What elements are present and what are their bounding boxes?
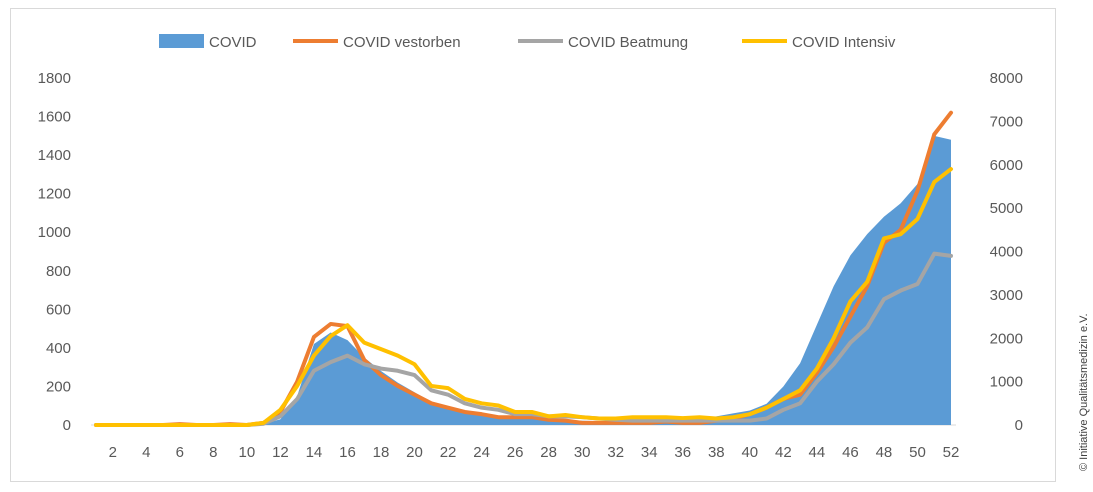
x-tick-label: 22: [440, 444, 457, 461]
x-tick-label: 50: [909, 444, 926, 461]
legend-label: COVID: [209, 34, 257, 51]
x-tick-label: 24: [473, 444, 490, 461]
y-left-tick-label: 1600: [38, 109, 71, 126]
x-tick-label: 42: [775, 444, 792, 461]
chart-frame: 2 4 6 8 10 12 14 16 18 20 22 24 26 28 30 32 34 36 38 40 42 44…: [10, 8, 1056, 482]
y-axis-left: 0 200 400 600 800 1000 1200 1400 1600 1800: [38, 70, 71, 434]
y-right-tick-label: 2000: [990, 330, 1023, 347]
x-tick-label: 52: [943, 444, 960, 461]
y-left-tick-label: 600: [46, 301, 71, 318]
legend-item-beatmung: COVID Beatmung: [518, 34, 688, 51]
x-tick-label: 38: [708, 444, 725, 461]
y-right-tick-label: 4000: [990, 244, 1023, 261]
y-left-tick-label: 1000: [38, 224, 71, 241]
y-left-tick-label: 200: [46, 378, 71, 395]
x-tick-label: 4: [142, 444, 150, 461]
legend-label: COVID Beatmung: [568, 34, 688, 51]
series-area-covid: [96, 135, 951, 425]
x-tick-label: 36: [674, 444, 691, 461]
x-axis: 2 4 6 8 10 12 14 16 18 20 22 24 26 28 30 32 34 36 38 40 42 44…: [109, 444, 960, 461]
x-tick-label: 6: [176, 444, 184, 461]
legend-item-intensiv: COVID Intensiv: [742, 34, 896, 51]
x-tick-label: 8: [209, 444, 217, 461]
series-line-intensiv: [94, 167, 953, 427]
y-left-tick-label: 0: [63, 417, 71, 434]
legend-label: COVID Intensiv: [792, 34, 896, 51]
y-right-tick-label: 1000: [990, 374, 1023, 391]
x-tick-label: 14: [306, 444, 323, 461]
y-right-tick-label: 6000: [990, 157, 1023, 174]
y-left-tick-label: 1200: [38, 186, 71, 203]
x-tick-label: 18: [373, 444, 390, 461]
y-left-tick-label: 800: [46, 263, 71, 280]
x-tick-label: 12: [272, 444, 289, 461]
y-left-tick-label: 1400: [38, 147, 71, 164]
y-right-tick-label: 8000: [990, 70, 1023, 87]
x-tick-label: 20: [406, 444, 423, 461]
x-tick-label: 40: [741, 444, 758, 461]
x-tick-label: 2: [109, 444, 117, 461]
legend: COVID COVID vestorben COVID Beatmung COVID …: [159, 34, 896, 51]
copyright-credit: © Initiative Qualitätsmedizin e.V.: [1078, 313, 1090, 472]
x-tick-label: 16: [339, 444, 356, 461]
x-tick-label: 44: [809, 444, 826, 461]
y-left-tick-label: 400: [46, 340, 71, 357]
x-tick-label: 46: [842, 444, 859, 461]
x-tick-label: 34: [641, 444, 658, 461]
x-tick-label: 48: [876, 444, 893, 461]
chart-svg: 2 4 6 8 10 12 14 16 18 20 22 24 26 28 30 32 34 36 38 40 42 44…: [38, 34, 1023, 461]
y-right-tick-label: 3000: [990, 287, 1023, 304]
y-right-tick-label: 5000: [990, 200, 1023, 217]
line-series-layer: [94, 110, 953, 427]
legend-item-verstorben: COVID vestorben: [293, 34, 461, 51]
legend-label: COVID vestorben: [343, 34, 461, 51]
y-right-tick-label: 0: [1015, 417, 1023, 434]
legend-item-covid: COVID: [159, 34, 257, 51]
x-tick-label: 30: [574, 444, 591, 461]
x-tick-label: 28: [540, 444, 557, 461]
x-tick-label: 32: [607, 444, 624, 461]
x-tick-label: 10: [239, 444, 256, 461]
y-right-tick-label: 7000: [990, 113, 1023, 130]
y-axis-right: 0 1000 2000 3000 4000 5000 6000 7000 8000: [990, 70, 1023, 434]
x-tick-label: 26: [507, 444, 524, 461]
y-left-tick-label: 1800: [38, 70, 71, 87]
covid-area-layer: [96, 135, 951, 425]
legend-swatch: [159, 34, 204, 48]
